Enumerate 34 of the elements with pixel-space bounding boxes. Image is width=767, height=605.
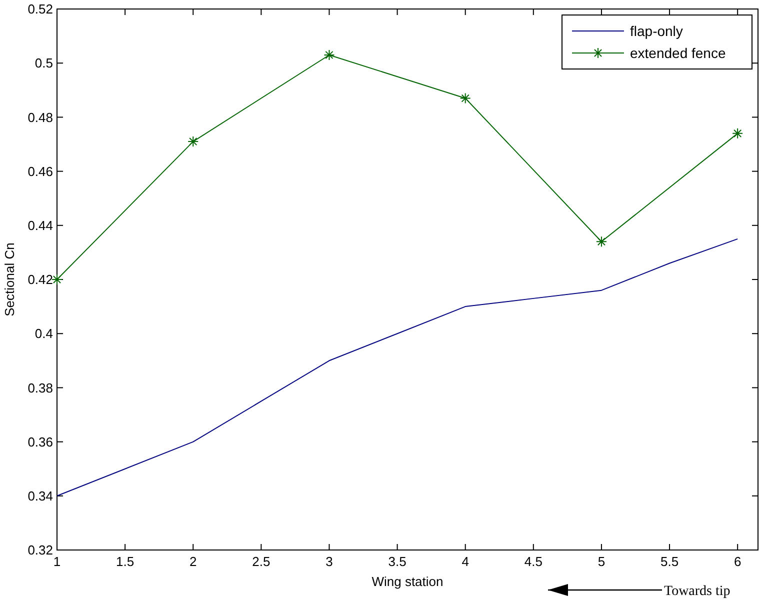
legend-label: flap-only <box>630 22 683 39</box>
point <box>460 92 471 104</box>
x-axis-title: Wing station <box>372 574 444 589</box>
y-tick-label: 0.52 <box>28 2 53 17</box>
text: Towards tip <box>664 584 730 599</box>
y-tick-label: 0.42 <box>28 272 53 288</box>
point <box>324 49 335 60</box>
x-tick-label: 1.5 <box>116 554 134 569</box>
y-axis-title: Sectional Cn <box>2 242 17 316</box>
y-tick-label: 0.46 <box>28 164 53 179</box>
y-tick-label: 0.4 <box>34 326 53 342</box>
x-tick-label: 4.5 <box>524 554 542 569</box>
x-tick-label: 5.5 <box>660 554 679 569</box>
point <box>596 236 607 248</box>
x-tick-label: 3.5 <box>388 554 406 569</box>
x-tick-label: 4 <box>462 554 469 569</box>
point <box>188 136 199 148</box>
x-tick-label: 5 <box>598 554 606 569</box>
y-tick-label: 0.38 <box>28 380 53 396</box>
x-tick-label: 2.5 <box>252 554 270 569</box>
x-tick-label: 2 <box>190 554 197 569</box>
point <box>732 128 744 139</box>
y-tick-label: 0.32 <box>28 542 53 558</box>
y-tick-label: 0.44 <box>28 218 53 233</box>
line-series <box>56 238 738 496</box>
x-tick-label: 1 <box>53 554 61 569</box>
y-tick-label: 0.36 <box>28 434 53 450</box>
y-tick-label: 0.34 <box>28 488 53 504</box>
y-tick-label: 0.5 <box>34 56 53 71</box>
y-tick-label: 0.48 <box>28 110 53 125</box>
legend-label: extended fence <box>630 44 726 61</box>
x-tick-label: 3 <box>326 554 333 569</box>
point <box>52 274 62 285</box>
x-tick-label: 6 <box>734 554 742 569</box>
